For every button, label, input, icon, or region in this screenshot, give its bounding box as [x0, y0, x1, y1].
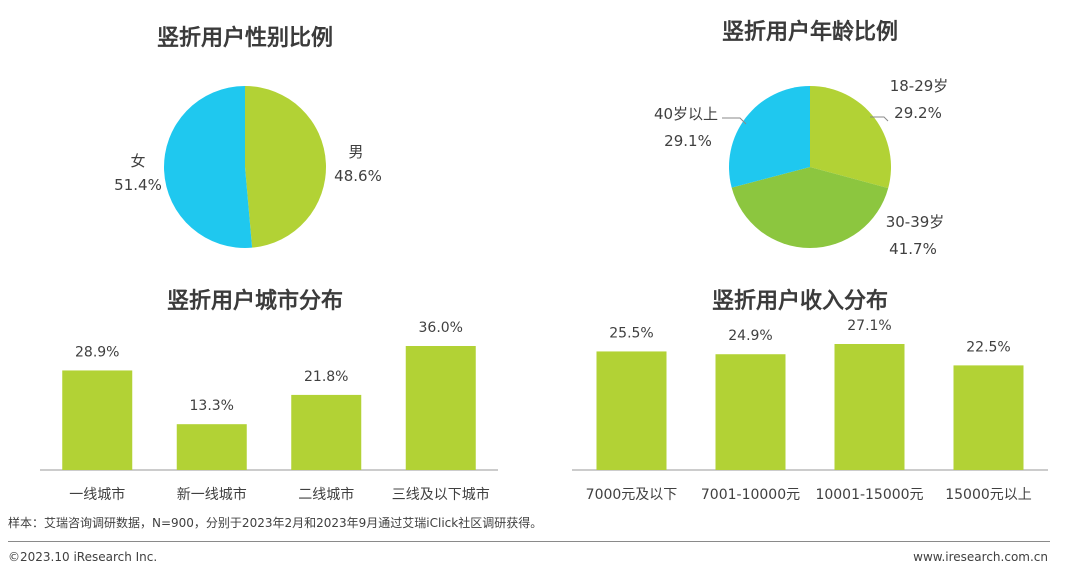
- category-tick-label: 7000元及以下: [586, 487, 678, 503]
- bar: [405, 346, 476, 470]
- bar-value-label: 27.1%: [847, 318, 891, 334]
- category-tick-label: 新一线城市: [177, 486, 247, 503]
- income-bar-chart: 25.5% 7000元及以下 24.9% 7001-10000元 27.1% 10001-…: [572, 318, 1048, 503]
- bar: [291, 394, 362, 470]
- bar-value-label: 21.8%: [304, 369, 348, 385]
- leader-line: [870, 116, 889, 122]
- leader-line: [722, 117, 747, 125]
- bar-value-label: 24.9%: [728, 328, 772, 344]
- bar: [62, 370, 133, 470]
- gender-pie-chart: [164, 86, 327, 248]
- gender-female-value: 51.4%: [114, 176, 162, 194]
- age-18-29-value: 29.2%: [894, 104, 942, 122]
- gender-male-label: 男: [348, 143, 364, 161]
- age-18-29-label: 18-29岁: [889, 77, 949, 95]
- bar: [834, 344, 905, 470]
- age-40plus-value: 29.1%: [664, 132, 712, 150]
- age-30-39-label: 30-39岁: [885, 213, 945, 231]
- bar: [176, 424, 247, 470]
- age-pie-chart: [722, 86, 891, 248]
- gender-female-label: 女: [130, 152, 146, 170]
- pie-slice: [731, 167, 889, 248]
- age-40plus-label: 40岁以上: [653, 105, 719, 123]
- pie-slice: [164, 86, 253, 248]
- footer-divider: [8, 541, 1050, 542]
- category-tick-label: 一线城市: [69, 486, 125, 503]
- age-chart-title: 竖折用户年龄比例: [721, 20, 898, 45]
- category-tick-label: 三线及以下城市: [392, 486, 490, 503]
- income-chart-title: 竖折用户收入分布: [711, 289, 888, 314]
- bar: [596, 351, 667, 470]
- age-30-39-value: 41.7%: [889, 240, 937, 258]
- gender-male-value: 48.6%: [334, 167, 382, 185]
- pie-slice: [245, 86, 327, 248]
- category-tick-label: 7001-10000元: [701, 487, 800, 503]
- website-link[interactable]: www.iresearch.com.cn: [913, 550, 1048, 564]
- city-chart-title: 竖折用户城市分布: [166, 289, 343, 314]
- category-tick-label: 10001-15000元: [815, 487, 923, 503]
- bar-value-label: 25.5%: [609, 325, 653, 341]
- bar: [953, 365, 1024, 470]
- bar-value-label: 13.3%: [190, 398, 234, 414]
- copyright-text: ©2023.10 iResearch Inc.: [8, 550, 158, 564]
- bar: [715, 354, 786, 470]
- pie-slice: [810, 86, 891, 189]
- pie-slice: [729, 86, 810, 188]
- city-bar-chart: 28.9% 一线城市 13.3% 新一线城市 21.8% 二线城市 36.0% 三线及以下城市: [40, 320, 498, 503]
- sample-footnote: 样本：艾瑞咨询调研数据，N=900，分别于2023年2月和2023年9月通过艾瑞…: [8, 516, 543, 530]
- bar-value-label: 22.5%: [966, 339, 1010, 355]
- gender-chart-title: 竖折用户性别比例: [156, 26, 333, 51]
- category-tick-label: 二线城市: [298, 486, 354, 503]
- bar-value-label: 36.0%: [419, 320, 463, 336]
- bar-value-label: 28.9%: [75, 344, 119, 360]
- category-tick-label: 15000元以上: [945, 487, 1032, 503]
